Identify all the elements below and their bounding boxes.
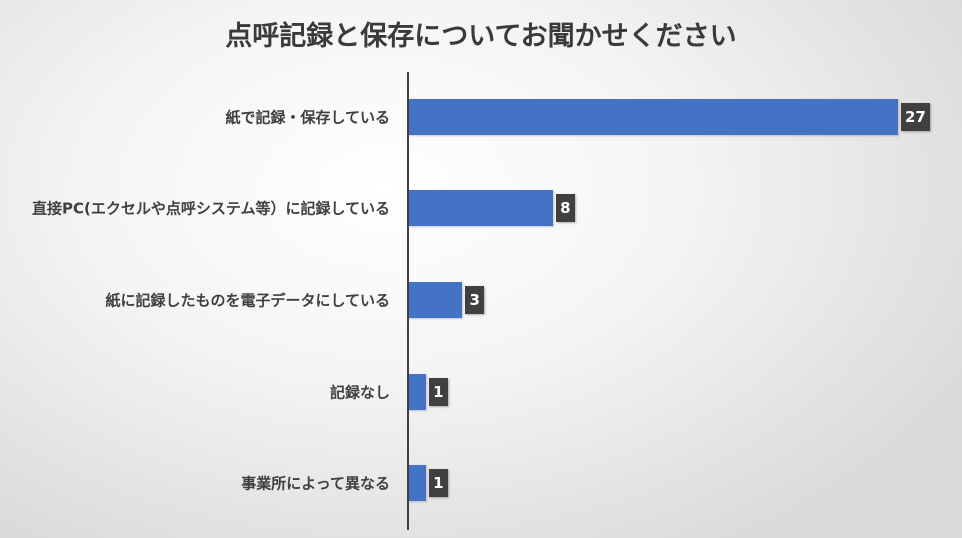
data-label: 3 xyxy=(465,286,484,314)
category-label: 紙に記録したものを電子データにしている xyxy=(105,291,390,310)
chart-title: 点呼記録と保存についてお聞かせください xyxy=(225,21,737,52)
bar xyxy=(408,374,427,410)
category-label: 事業所によって異なる xyxy=(241,474,390,493)
bar xyxy=(408,282,463,318)
data-label: 27 xyxy=(901,103,930,131)
category-label: 紙で記録・保存している xyxy=(225,108,390,127)
bar xyxy=(408,465,427,501)
category-axis-line xyxy=(407,72,409,530)
data-label: 1 xyxy=(429,469,448,497)
bar xyxy=(408,99,898,135)
data-label: 8 xyxy=(556,194,575,222)
data-label: 1 xyxy=(429,378,448,406)
bar xyxy=(408,190,554,226)
category-label: 記録なし xyxy=(329,383,390,402)
category-label: 直接PC(エクセルや点呼システム等）に記録している xyxy=(32,199,390,218)
